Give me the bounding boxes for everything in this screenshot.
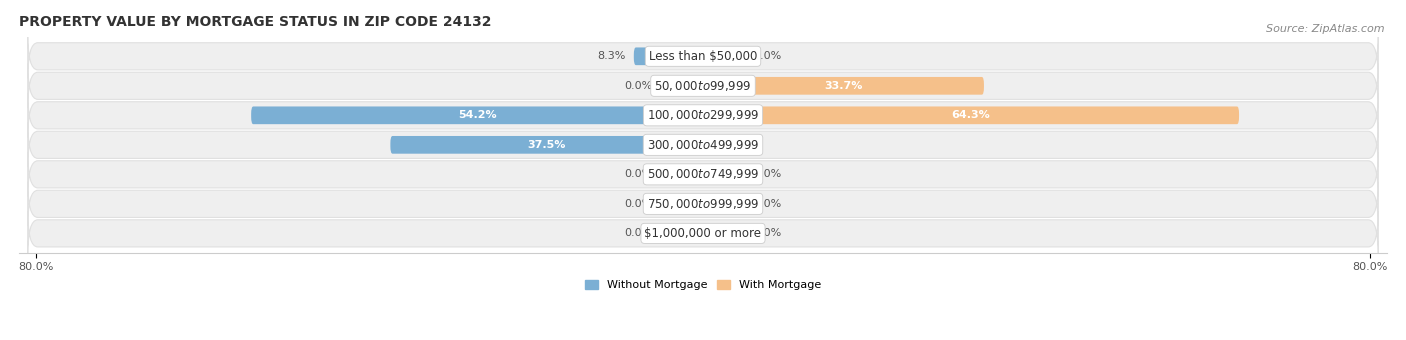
FancyBboxPatch shape xyxy=(661,195,703,213)
FancyBboxPatch shape xyxy=(28,64,1378,108)
FancyBboxPatch shape xyxy=(703,106,1239,124)
Text: 8.3%: 8.3% xyxy=(598,51,626,61)
Text: 0.0%: 0.0% xyxy=(624,81,652,91)
FancyBboxPatch shape xyxy=(391,136,703,154)
Text: 0.0%: 0.0% xyxy=(754,228,782,238)
Text: 37.5%: 37.5% xyxy=(527,140,565,150)
Text: 0.0%: 0.0% xyxy=(754,51,782,61)
Text: 0.0%: 0.0% xyxy=(754,169,782,179)
FancyBboxPatch shape xyxy=(28,211,1378,255)
FancyBboxPatch shape xyxy=(252,106,703,124)
Text: 33.7%: 33.7% xyxy=(824,81,863,91)
Text: $500,000 to $749,999: $500,000 to $749,999 xyxy=(647,167,759,181)
FancyBboxPatch shape xyxy=(28,94,1378,137)
Text: 0.0%: 0.0% xyxy=(624,169,652,179)
FancyBboxPatch shape xyxy=(703,166,745,183)
FancyBboxPatch shape xyxy=(28,123,1378,167)
Text: Source: ZipAtlas.com: Source: ZipAtlas.com xyxy=(1267,24,1385,34)
Text: 0.0%: 0.0% xyxy=(624,228,652,238)
FancyBboxPatch shape xyxy=(634,48,703,65)
Text: $750,000 to $999,999: $750,000 to $999,999 xyxy=(647,197,759,211)
Text: 54.2%: 54.2% xyxy=(458,110,496,120)
Text: 0.0%: 0.0% xyxy=(754,199,782,209)
FancyBboxPatch shape xyxy=(703,77,984,95)
Text: $300,000 to $499,999: $300,000 to $499,999 xyxy=(647,138,759,152)
FancyBboxPatch shape xyxy=(703,195,745,213)
Text: 2.0%: 2.0% xyxy=(728,140,756,150)
Text: Less than $50,000: Less than $50,000 xyxy=(648,50,758,63)
FancyBboxPatch shape xyxy=(28,153,1378,196)
Text: $1,000,000 or more: $1,000,000 or more xyxy=(644,227,762,240)
FancyBboxPatch shape xyxy=(703,48,745,65)
FancyBboxPatch shape xyxy=(703,136,720,154)
FancyBboxPatch shape xyxy=(661,77,703,95)
Text: 64.3%: 64.3% xyxy=(952,110,990,120)
Text: $100,000 to $299,999: $100,000 to $299,999 xyxy=(647,108,759,122)
Text: $50,000 to $99,999: $50,000 to $99,999 xyxy=(654,79,752,93)
FancyBboxPatch shape xyxy=(661,166,703,183)
FancyBboxPatch shape xyxy=(703,224,745,242)
Text: 0.0%: 0.0% xyxy=(624,199,652,209)
FancyBboxPatch shape xyxy=(28,34,1378,78)
FancyBboxPatch shape xyxy=(28,182,1378,226)
Text: PROPERTY VALUE BY MORTGAGE STATUS IN ZIP CODE 24132: PROPERTY VALUE BY MORTGAGE STATUS IN ZIP… xyxy=(20,15,492,29)
FancyBboxPatch shape xyxy=(661,224,703,242)
Legend: Without Mortgage, With Mortgage: Without Mortgage, With Mortgage xyxy=(581,275,825,294)
